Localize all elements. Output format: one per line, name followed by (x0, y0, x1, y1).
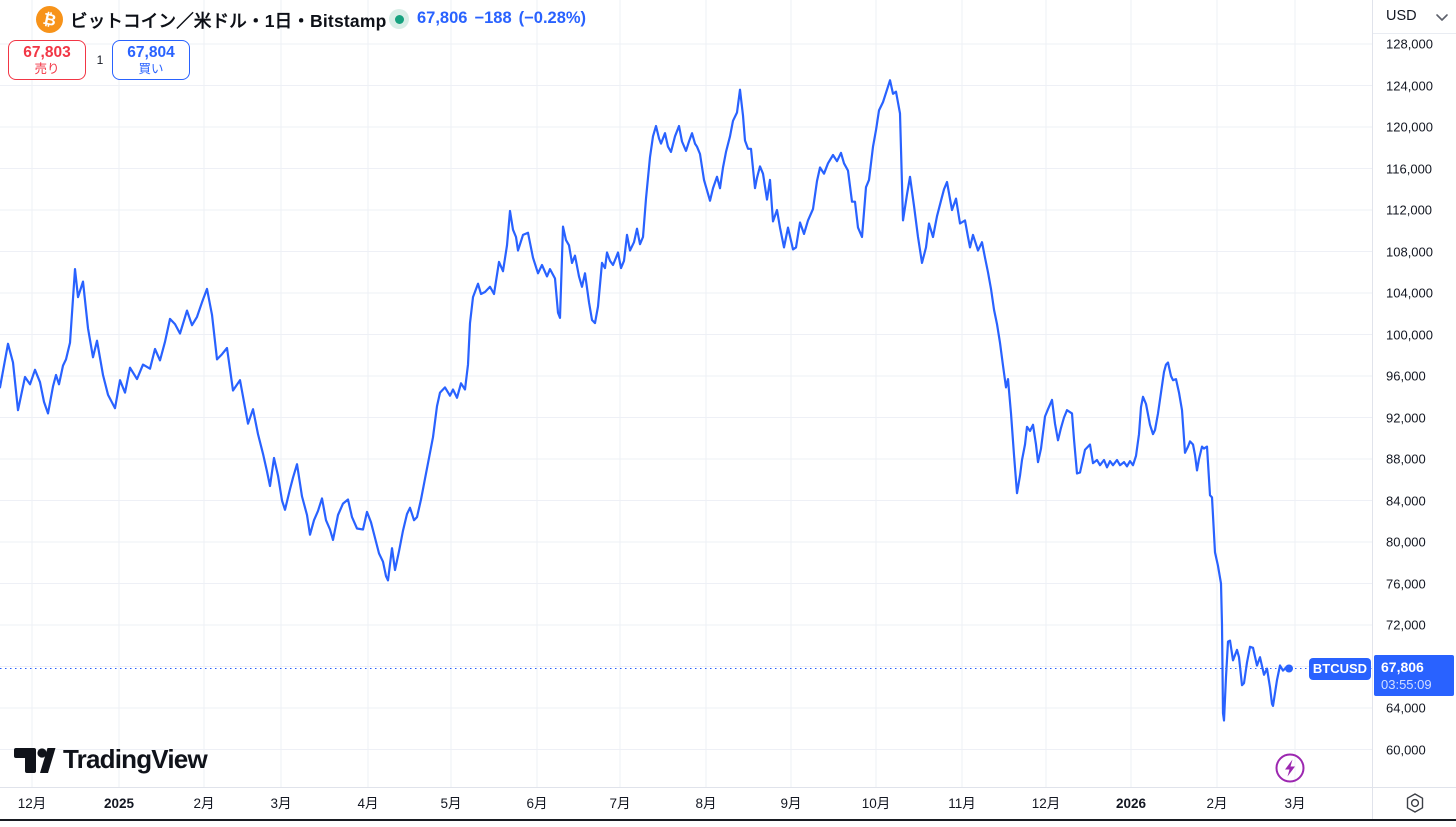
current-price-value: 67,806 (1381, 659, 1424, 675)
time-axis-label: 2025 (103, 796, 135, 811)
time-axis-label: 10月 (861, 796, 891, 811)
time-axis-label: 2月 (193, 796, 215, 811)
current-price-badge: 67,806 03:55:09 (1374, 655, 1454, 696)
time-axis-label: 12月 (17, 796, 47, 811)
price-tick-label: 112,000 (1386, 202, 1433, 218)
time-axis-label: 11月 (948, 796, 976, 811)
price-tick-label: 84,000 (1386, 493, 1426, 508)
buy-price: 67,804 (127, 43, 175, 61)
price-chart[interactable] (0, 0, 1372, 788)
price-tick-label: 108,000 (1386, 244, 1433, 259)
time-axis-label: 3月 (270, 796, 292, 811)
axis-separator (0, 787, 1456, 788)
scale-settings-cell[interactable] (1372, 788, 1456, 819)
settings-gear-icon[interactable] (1403, 791, 1427, 815)
currency-dropdown[interactable]: USD (1373, 0, 1456, 34)
time-axis-label: 12月 (1031, 796, 1061, 811)
chevron-down-icon (1436, 14, 1448, 21)
price-tick-label: 100,000 (1386, 327, 1433, 342)
price-line (0, 79, 1291, 722)
bar-countdown: 03:55:09 (1381, 677, 1432, 692)
price-tick-label: 116,000 (1386, 161, 1433, 176)
price-tick-label: 124,000 (1386, 78, 1433, 93)
tradingview-wordmark: TradingView (63, 744, 208, 774)
spread-value: 1 (96, 53, 104, 67)
tradingview-mark-icon (14, 747, 56, 773)
price-tick-label: 80,000 (1386, 534, 1426, 550)
buy-label: 買い (138, 61, 164, 76)
time-axis-label: 5月 (440, 796, 462, 811)
lightning-icon[interactable] (1274, 752, 1306, 784)
price-tick-label: 104,000 (1386, 285, 1433, 301)
time-axis-label: 9月 (780, 796, 802, 811)
time-axis-label: 6月 (526, 796, 548, 811)
symbol-price-flag: BTCUSD (1309, 657, 1371, 680)
buy-button[interactable]: 67,804 買い (112, 40, 190, 80)
time-axis-label: 8月 (695, 796, 717, 811)
time-axis-label: 2026 (1115, 796, 1147, 811)
sell-label: 売り (34, 61, 60, 76)
price-tick-label: 60,000 (1386, 742, 1426, 757)
time-axis-label: 2月 (1206, 796, 1228, 811)
price-tick-label: 128,000 (1386, 36, 1433, 52)
price-tick-label: 72,000 (1386, 617, 1426, 633)
price-tick-label: 120,000 (1386, 119, 1433, 135)
price-tick-label: 88,000 (1386, 451, 1426, 467)
time-scale[interactable]: 12月 2025 2月 3月 4月 5月 6月 7月 8月 9月 10月 11月 12月 2026 2月 3月 (0, 788, 1372, 819)
bottom-border (0, 819, 1456, 821)
sell-button[interactable]: 67,803 売り (8, 40, 86, 80)
price-tick-label: 76,000 (1386, 576, 1426, 591)
tradingview-logo[interactable]: TradingView (12, 744, 208, 775)
sell-price: 67,803 (23, 43, 71, 61)
price-tick-label: 92,000 (1386, 410, 1426, 425)
currency-label: USD (1386, 8, 1417, 24)
time-axis-label: 7月 (609, 796, 631, 811)
price-tick-label: 64,000 (1386, 700, 1426, 716)
time-axis-label: 3月 (1284, 796, 1306, 811)
time-axis-label: 4月 (357, 796, 379, 811)
price-scale[interactable]: USD 67,806 03:55:09 128,000 124,000 120,00… (1372, 0, 1456, 787)
price-tick-label: 96,000 (1386, 368, 1426, 384)
last-price-dot (1285, 664, 1293, 673)
